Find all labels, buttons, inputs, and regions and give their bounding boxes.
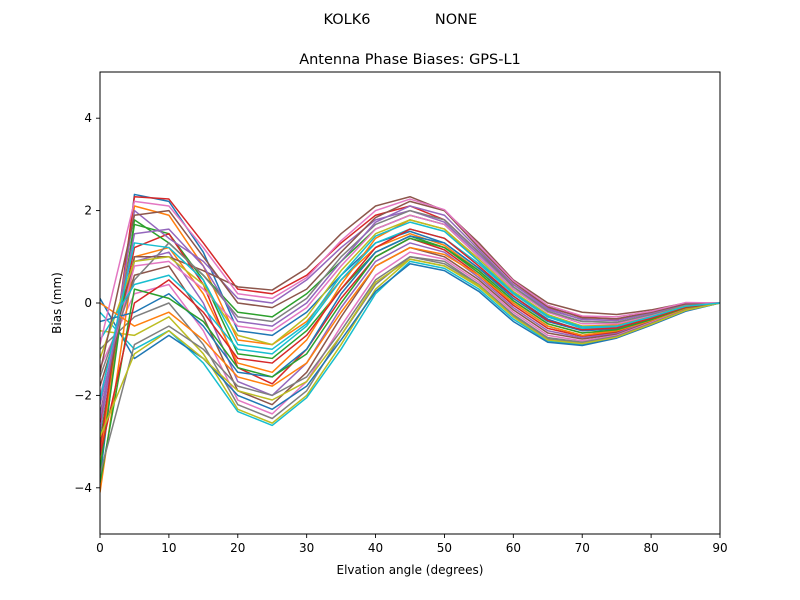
y-axis: −4 −2 0 2 4 [74, 111, 100, 495]
x-tick-label: 80 [643, 541, 658, 555]
x-tick-label: 30 [299, 541, 314, 555]
x-tick-label: 70 [575, 541, 590, 555]
x-axis: 0 10 20 30 40 50 60 70 80 90 [96, 534, 728, 555]
x-tick-label: 90 [712, 541, 727, 555]
series-line-25 [100, 205, 720, 419]
series-line-16 [100, 195, 720, 415]
x-axis-label: Elvation angle (degrees) [337, 563, 484, 577]
series-layer [100, 193, 720, 493]
y-tick-label: −4 [74, 481, 92, 495]
series-line-21 [100, 235, 720, 378]
x-tick-label: 40 [368, 541, 383, 555]
suptitle-station: KOLK6 [324, 12, 371, 28]
x-tick-label: 50 [437, 541, 452, 555]
y-axis-label: Bias (mm) [50, 272, 64, 334]
series-line-26 [100, 200, 720, 373]
y-tick-label: 4 [84, 111, 92, 125]
series-line-18 [100, 209, 720, 378]
x-tick-label: 0 [96, 541, 104, 555]
chart-title: Antenna Phase Biases: GPS-L1 [299, 52, 521, 68]
suptitle-antenna: NONE [435, 12, 477, 28]
plot-area [100, 193, 720, 493]
y-tick-label: 0 [84, 296, 92, 310]
series-line-27 [100, 198, 720, 345]
series-line-29 [100, 258, 720, 438]
x-tick-label: 20 [230, 541, 245, 555]
series-line-17 [100, 214, 720, 396]
series-line-30 [100, 221, 720, 401]
series-line-7 [100, 251, 720, 415]
series-line-23 [100, 237, 720, 484]
series-line-5 [100, 242, 720, 405]
x-tick-label: 10 [161, 541, 176, 555]
y-tick-label: 2 [84, 204, 92, 218]
series-line-24 [100, 228, 720, 456]
y-tick-label: −2 [74, 388, 92, 402]
x-tick-label: 60 [506, 541, 521, 555]
series-line-22 [100, 246, 720, 387]
